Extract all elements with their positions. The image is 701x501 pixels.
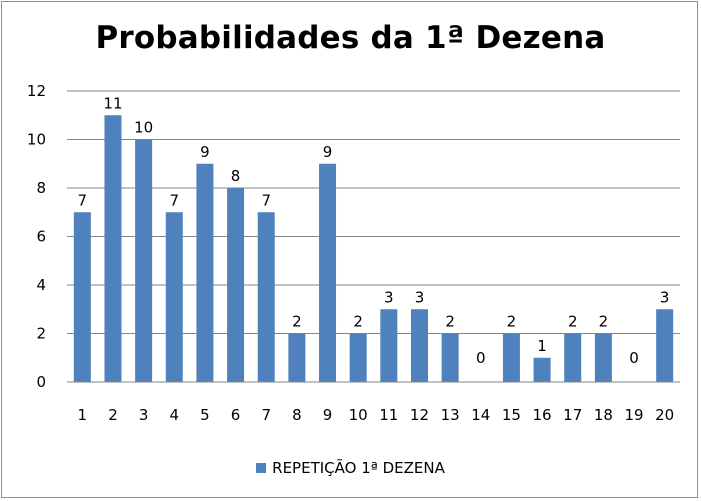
y-tick-label: 2 [36, 325, 46, 343]
y-tick-label: 8 [36, 179, 46, 197]
x-tick-label-7: 7 [261, 406, 271, 424]
bar-3 [135, 139, 153, 382]
y-tick-label: 12 [27, 82, 46, 100]
legend-label: REPETIÇÃO 1ª DEZENA [272, 459, 445, 477]
y-tick-label: 10 [27, 131, 46, 149]
gridlines [67, 90, 680, 334]
legend: REPETIÇÃO 1ª DEZENA [2, 459, 699, 477]
bar-10 [349, 333, 367, 382]
bar-13 [441, 333, 459, 382]
data-label-15: 2 [507, 313, 517, 331]
y-tick-label: 0 [36, 373, 46, 391]
y-tick-label: 6 [36, 228, 46, 246]
data-label-20: 3 [660, 288, 670, 306]
bar-18 [594, 333, 612, 382]
data-label-7: 7 [261, 191, 271, 209]
data-label-11: 3 [384, 288, 394, 306]
data-label-10: 2 [353, 313, 363, 331]
x-axis-ticks: 1 2 3 4 5 6 7 8 9 10 11 12 13 14 15 16 17 18 19 20 [78, 406, 675, 424]
x-tick-label-19: 19 [624, 406, 643, 424]
x-tick-label-16: 16 [533, 406, 552, 424]
data-label-4: 7 [170, 191, 180, 209]
x-tick-label-3: 3 [139, 406, 149, 424]
x-tick-label-14: 14 [471, 406, 490, 424]
bar-8 [288, 333, 306, 382]
data-label-12: 3 [415, 288, 425, 306]
data-label-2: 11 [103, 94, 122, 112]
bar-17 [564, 333, 582, 382]
x-tick-label-17: 17 [563, 406, 582, 424]
x-tick-label-13: 13 [441, 406, 460, 424]
x-tick-label-6: 6 [231, 406, 241, 424]
x-tick-label-20: 20 [655, 406, 674, 424]
data-label-1: 7 [78, 191, 88, 209]
data-label-17: 2 [568, 313, 578, 331]
bar-7 [257, 212, 275, 382]
x-tick-label-12: 12 [410, 406, 429, 424]
bar-5 [196, 163, 214, 382]
x-tick-label-15: 15 [502, 406, 521, 424]
bar-16 [533, 357, 551, 382]
bar-4 [165, 212, 183, 382]
data-label-14: 0 [476, 349, 486, 367]
x-tick-label-4: 4 [170, 406, 180, 424]
data-label-16: 1 [537, 337, 547, 355]
data-labels: 7 11 10 7 9 8 7 2 9 2 3 3 2 0 2 1 2 2 0 3 [78, 94, 670, 367]
x-tick-label-10: 10 [349, 406, 368, 424]
chart-title: Probabilidades da 1ª Dezena [95, 20, 606, 56]
x-tick-label-9: 9 [323, 406, 333, 424]
x-tick-label-5: 5 [200, 406, 210, 424]
bar-6 [227, 188, 245, 382]
x-tick-label-18: 18 [594, 406, 613, 424]
bar-12 [410, 309, 428, 382]
bar-11 [380, 309, 398, 382]
bar-15 [502, 333, 520, 382]
data-label-18: 2 [599, 313, 609, 331]
y-tick-label: 4 [36, 276, 46, 294]
y-axis-ticks: 0 2 4 6 8 10 12 [27, 82, 46, 391]
x-tick-label-1: 1 [78, 406, 88, 424]
data-label-9: 9 [323, 143, 333, 161]
data-label-19: 0 [629, 349, 639, 367]
x-tick-label-11: 11 [379, 406, 398, 424]
data-label-8: 2 [292, 313, 302, 331]
legend-swatch [256, 463, 267, 473]
x-tick-label-8: 8 [292, 406, 302, 424]
data-label-3: 10 [134, 119, 153, 137]
bar-9 [319, 163, 337, 382]
bar-20 [656, 309, 674, 382]
data-label-6: 8 [231, 167, 241, 185]
data-label-5: 9 [200, 143, 210, 161]
x-tick-label-2: 2 [108, 406, 118, 424]
bar-1 [73, 212, 91, 382]
data-label-13: 2 [445, 313, 455, 331]
bars [73, 115, 674, 382]
bar-2 [104, 115, 122, 382]
